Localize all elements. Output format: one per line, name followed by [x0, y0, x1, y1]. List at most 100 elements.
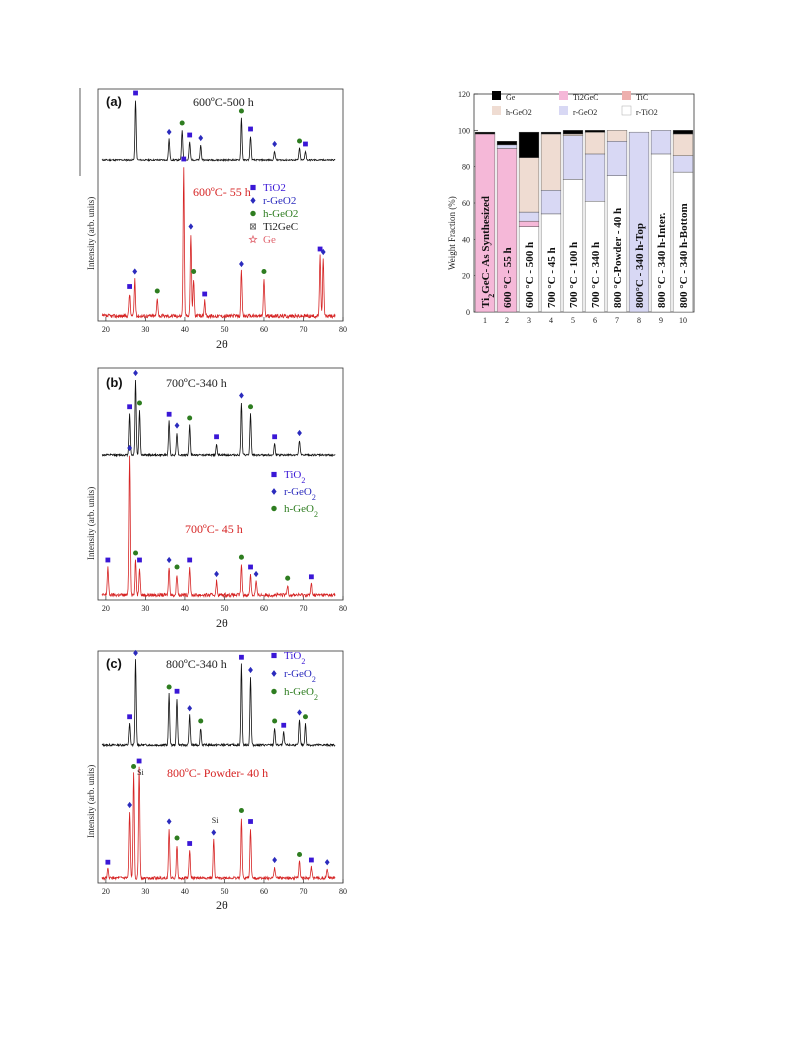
bar-segment	[606, 141, 628, 176]
xtick-label: 3	[527, 316, 531, 325]
ytick-label: 80	[462, 163, 470, 172]
peak-marker	[238, 807, 244, 814]
bar-chart-ylabel: Weight Fraction (%)	[447, 196, 457, 270]
panel-a-ylabel: Intensity (arb. units)	[86, 197, 96, 270]
legend-square-icon	[271, 471, 277, 478]
peak-marker	[127, 444, 133, 452]
bar-label: 800°C - 340 h-Top	[634, 223, 646, 308]
panel-c-frame	[97, 650, 344, 884]
panel-c-bottom-title: 800ºC- Powder- 40 h	[167, 766, 268, 780]
bar-label: 600 °C - 55 h	[502, 247, 514, 308]
peak-marker	[198, 718, 204, 724]
xtick-label: 9	[659, 316, 663, 325]
peak-marker	[174, 835, 180, 841]
legend-label: Ti2GeC	[263, 221, 298, 233]
peak-marker	[166, 128, 172, 136]
bar-stack	[650, 130, 672, 313]
peak-marker	[239, 654, 244, 660]
xtick-label: 40	[181, 604, 189, 613]
peak-marker	[187, 415, 193, 421]
legend-swatch	[492, 91, 501, 100]
bar-label: 800 °C - 340 h-Inter.	[656, 212, 668, 308]
legend-label: Ti2GeC	[573, 93, 599, 102]
legend-label: h-GeO2	[263, 208, 298, 220]
legend-diamond-icon	[271, 488, 277, 495]
xtick-label: 50	[220, 325, 228, 334]
ytick-label: 100	[458, 126, 470, 135]
legend-label: h-GeO2	[284, 503, 318, 519]
panel-b-ylabel: Intensity (arb. units)	[86, 487, 96, 560]
bar-label: 600 °C - 500 h	[524, 242, 536, 308]
bar-chart-legend: Ge Ti2GeC TiC h-GeO2 r-GeO2 r-TiO2	[492, 91, 658, 117]
panel-c-annotations: Si Si	[137, 768, 219, 825]
legend-label: r-GeO2	[284, 486, 316, 502]
xtick-label: 1	[483, 316, 487, 325]
peak-marker	[132, 268, 138, 275]
peak-marker	[127, 714, 133, 720]
legend-label: TiO2	[263, 182, 286, 194]
xtick-label: 20	[102, 325, 110, 334]
xrd-panel-c: (c) 800ºC-340 h 800ºC- Powder- 40 h Inte…	[86, 649, 347, 912]
panel-a-traces	[101, 90, 336, 320]
peak-marker	[166, 411, 172, 417]
peak-marker	[127, 404, 133, 410]
legend-label: r-TiO2	[636, 108, 658, 117]
peak-marker	[174, 564, 180, 570]
panel-b-label: (b)	[106, 375, 123, 390]
legend-label: r-GeO2	[284, 668, 316, 684]
panel-c-traces	[101, 649, 336, 881]
xtick-label: 20	[102, 887, 110, 896]
top-xrd-trace	[101, 659, 336, 748]
legend-label: Ge	[506, 93, 516, 102]
peak-marker	[239, 260, 244, 268]
ytick-label: 40	[462, 235, 470, 244]
bar-segment	[474, 131, 496, 135]
xtick-label: 50	[220, 604, 228, 613]
bar-stack	[606, 130, 628, 313]
peak-marker	[133, 649, 138, 657]
peak-marker	[127, 801, 133, 809]
top-xrd-trace	[101, 100, 336, 163]
legend-diamond-icon	[250, 197, 256, 204]
bar-segment	[540, 190, 562, 215]
bar-segment	[562, 130, 584, 135]
panel-a-xticks: 20 30 40 50 60 70 80	[102, 317, 347, 334]
bar-chart-stacks	[474, 130, 694, 313]
panel-c-xticks: 20 30 40 50 60 70 80	[102, 879, 347, 896]
peak-marker	[133, 369, 138, 377]
panel-a-bottom-title: 600ºC- 55 h	[193, 185, 251, 199]
xrd-panel-b: (b) 700ºC-340 h 700ºC- 45 h Intensity (a…	[86, 367, 347, 630]
legend-xbox-icon	[249, 223, 256, 230]
panel-c-legend: TiO2 r-GeO2 h-GeO2	[271, 650, 318, 702]
panel-c-ylabel: Intensity (arb. units)	[86, 765, 96, 838]
peak-marker	[166, 818, 172, 825]
bottom-xrd-trace	[101, 766, 336, 881]
peak-marker	[191, 268, 197, 275]
peak-marker	[281, 722, 287, 728]
legend-swatch	[622, 91, 631, 100]
peak-marker	[297, 429, 302, 437]
bar-segment	[496, 144, 518, 149]
peak-marker	[174, 688, 180, 694]
xtick-label: 6	[593, 316, 597, 325]
panel-a-top-title: 600ºC-500 h	[193, 95, 254, 109]
panel-a-frame	[97, 88, 344, 322]
peak-marker	[136, 400, 143, 406]
legend-label: TiO2	[284, 469, 305, 485]
peak-marker	[133, 550, 139, 556]
legend-swatch	[559, 91, 568, 100]
xtick-label: 40	[181, 887, 189, 896]
xtick-label: 60	[260, 325, 268, 334]
peak-marker	[136, 758, 142, 764]
peak-marker	[239, 392, 244, 399]
peak-marker	[248, 404, 254, 410]
peak-marker	[297, 851, 303, 858]
legend-circle-icon	[271, 688, 277, 695]
xtick-label: 60	[260, 604, 268, 613]
xtick-label: 70	[299, 325, 307, 334]
bar-segment	[540, 131, 562, 135]
xtick-label: 4	[549, 316, 553, 325]
peak-marker	[187, 705, 193, 712]
